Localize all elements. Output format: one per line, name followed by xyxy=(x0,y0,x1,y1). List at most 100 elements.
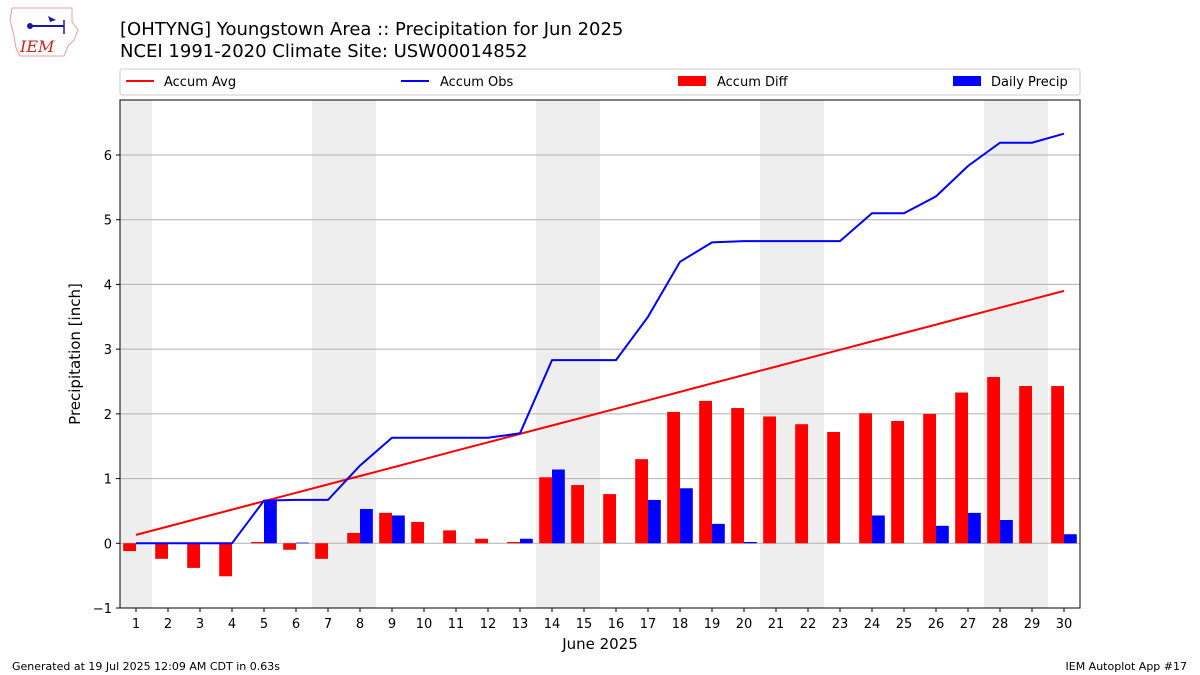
accum-diff-bar xyxy=(987,376,1000,544)
accum-diff-bar xyxy=(379,512,392,544)
x-tick-label: 13 xyxy=(512,617,529,632)
accum-diff-bar xyxy=(507,541,520,544)
daily-precip-bar xyxy=(680,488,693,544)
x-tick-label: 24 xyxy=(864,617,881,632)
accum-diff-bar xyxy=(603,494,616,544)
legend-accum-diff-swatch xyxy=(678,76,706,86)
y-axis-label: Precipitation [inch] xyxy=(66,283,84,425)
accum-diff-bar xyxy=(891,420,904,544)
y-tick-label: 0 xyxy=(104,537,112,552)
daily-precip-bar xyxy=(936,525,949,544)
accum-diff-bar xyxy=(763,416,776,544)
iowa-outline-shape xyxy=(9,7,79,57)
x-tick-label: 9 xyxy=(388,617,396,632)
daily-precip-bar xyxy=(264,500,277,544)
daily-precip-bar xyxy=(968,512,981,544)
daily-precip-bar xyxy=(392,515,405,544)
accum-diff-bar xyxy=(123,543,136,552)
iem-logo: IEM xyxy=(9,7,79,57)
x-tick-label: 16 xyxy=(608,617,625,632)
x-tick-label: 20 xyxy=(736,617,753,632)
daily-precip-bar xyxy=(520,538,533,544)
daily-precip-bar xyxy=(1064,534,1077,544)
x-tick-label: 26 xyxy=(928,617,945,632)
x-tick-label: 8 xyxy=(356,617,364,632)
logo-flag-shape xyxy=(48,16,56,22)
accum-diff-bar xyxy=(475,538,488,544)
x-tick-label: 7 xyxy=(324,617,332,632)
accum-diff-bar xyxy=(859,413,872,544)
x-tick-label: 29 xyxy=(1024,617,1041,632)
lines xyxy=(135,132,1065,545)
x-tick-label: 28 xyxy=(992,617,1009,632)
x-tick-label: 10 xyxy=(416,617,433,632)
accum-diff-bar xyxy=(795,424,808,544)
x-tick-label: 12 xyxy=(480,617,497,632)
y-tick-label: 1 xyxy=(104,473,112,488)
x-tick-label: 2 xyxy=(164,617,172,632)
footer-app: IEM Autoplot App #17 xyxy=(1066,660,1188,673)
legend-box xyxy=(119,68,1081,96)
weekend-shade-band xyxy=(120,100,152,608)
x-tick-label: 6 xyxy=(292,617,300,632)
accum-diff-bar xyxy=(283,543,296,550)
accum-diff-bar xyxy=(1051,386,1064,544)
y-tick-label: 2 xyxy=(104,408,112,423)
legend-accum-obs-label: Accum Obs xyxy=(440,75,513,90)
legend-daily-precip-label: Daily Precip xyxy=(991,75,1068,90)
logo-text: IEM xyxy=(19,37,55,56)
x-tick-label: 19 xyxy=(704,617,721,632)
footer-generated: Generated at 19 Jul 2025 12:09 AM CDT in… xyxy=(12,660,280,673)
x-tick-label: 23 xyxy=(832,617,849,632)
daily-precip-bar xyxy=(712,523,725,544)
x-axis-label: June 2025 xyxy=(561,635,638,653)
accum-diff-bar xyxy=(187,543,200,568)
plot-frame xyxy=(119,99,1081,609)
x-tick-label: 18 xyxy=(672,617,689,632)
daily-precip-bar xyxy=(360,508,373,544)
accum-diff-bar xyxy=(635,459,648,544)
legend-daily-precip-swatch xyxy=(953,76,981,86)
legend-accum-avg-label: Accum Avg xyxy=(164,75,236,90)
x-tick-label: 17 xyxy=(640,617,657,632)
x-tick-label: 5 xyxy=(260,617,268,632)
daily-precip-bar xyxy=(648,499,661,544)
accum-avg-line xyxy=(135,289,1065,536)
daily-precip-bar xyxy=(552,469,565,544)
x-axis-ticks: 1 2 3 4 5 6 7 8 9 10 11 12 13 14 15 16 17 18 19 20 21 22 23 24 2… xyxy=(132,608,1072,632)
accum-diff-bar xyxy=(315,543,328,559)
legend-accum-diff-label: Accum Diff xyxy=(717,75,789,90)
daily-precip-bar xyxy=(296,542,309,544)
accum-diff-bar xyxy=(923,413,936,544)
y-tick-label: 6 xyxy=(104,149,112,164)
accum-diff-bar xyxy=(571,485,584,544)
accum-diff-bar xyxy=(219,543,232,577)
accum-diff-bar xyxy=(1019,386,1032,544)
x-tick-label: 15 xyxy=(576,617,593,632)
chart-subtitle: NCEI 1991-2020 Climate Site: USW00014852 xyxy=(120,41,528,62)
accum-diff-bar xyxy=(539,477,552,544)
y-tick-label: 4 xyxy=(104,278,112,293)
x-tick-label: 1 xyxy=(132,617,140,632)
daily-precip-bar xyxy=(1000,519,1013,544)
accum-diff-bar xyxy=(667,411,680,544)
y-tick-label: 3 xyxy=(104,343,112,358)
y-tick-label: 5 xyxy=(104,214,112,229)
chart-title: [OHTYNG] Youngstown Area :: Precipitatio… xyxy=(120,19,623,40)
accum-diff-bar xyxy=(731,408,744,544)
accum-diff-bar xyxy=(251,541,264,544)
logo-station-dot xyxy=(27,23,33,29)
accum-diff-bar xyxy=(347,532,360,544)
legend: Accum Avg Accum Obs Accum Diff Daily Pre… xyxy=(119,68,1081,96)
accum-diff-bar xyxy=(827,431,840,544)
x-tick-label: 11 xyxy=(448,617,465,632)
x-tick-label: 21 xyxy=(768,617,785,632)
accum-diff-bar xyxy=(699,400,712,544)
accum-obs-line xyxy=(136,132,1065,545)
x-tick-label: 3 xyxy=(196,617,204,632)
y-tick-label: −1 xyxy=(93,602,112,617)
daily-precip-bar xyxy=(872,515,885,544)
daily-precip-bar xyxy=(744,541,757,544)
x-tick-label: 27 xyxy=(960,617,977,632)
